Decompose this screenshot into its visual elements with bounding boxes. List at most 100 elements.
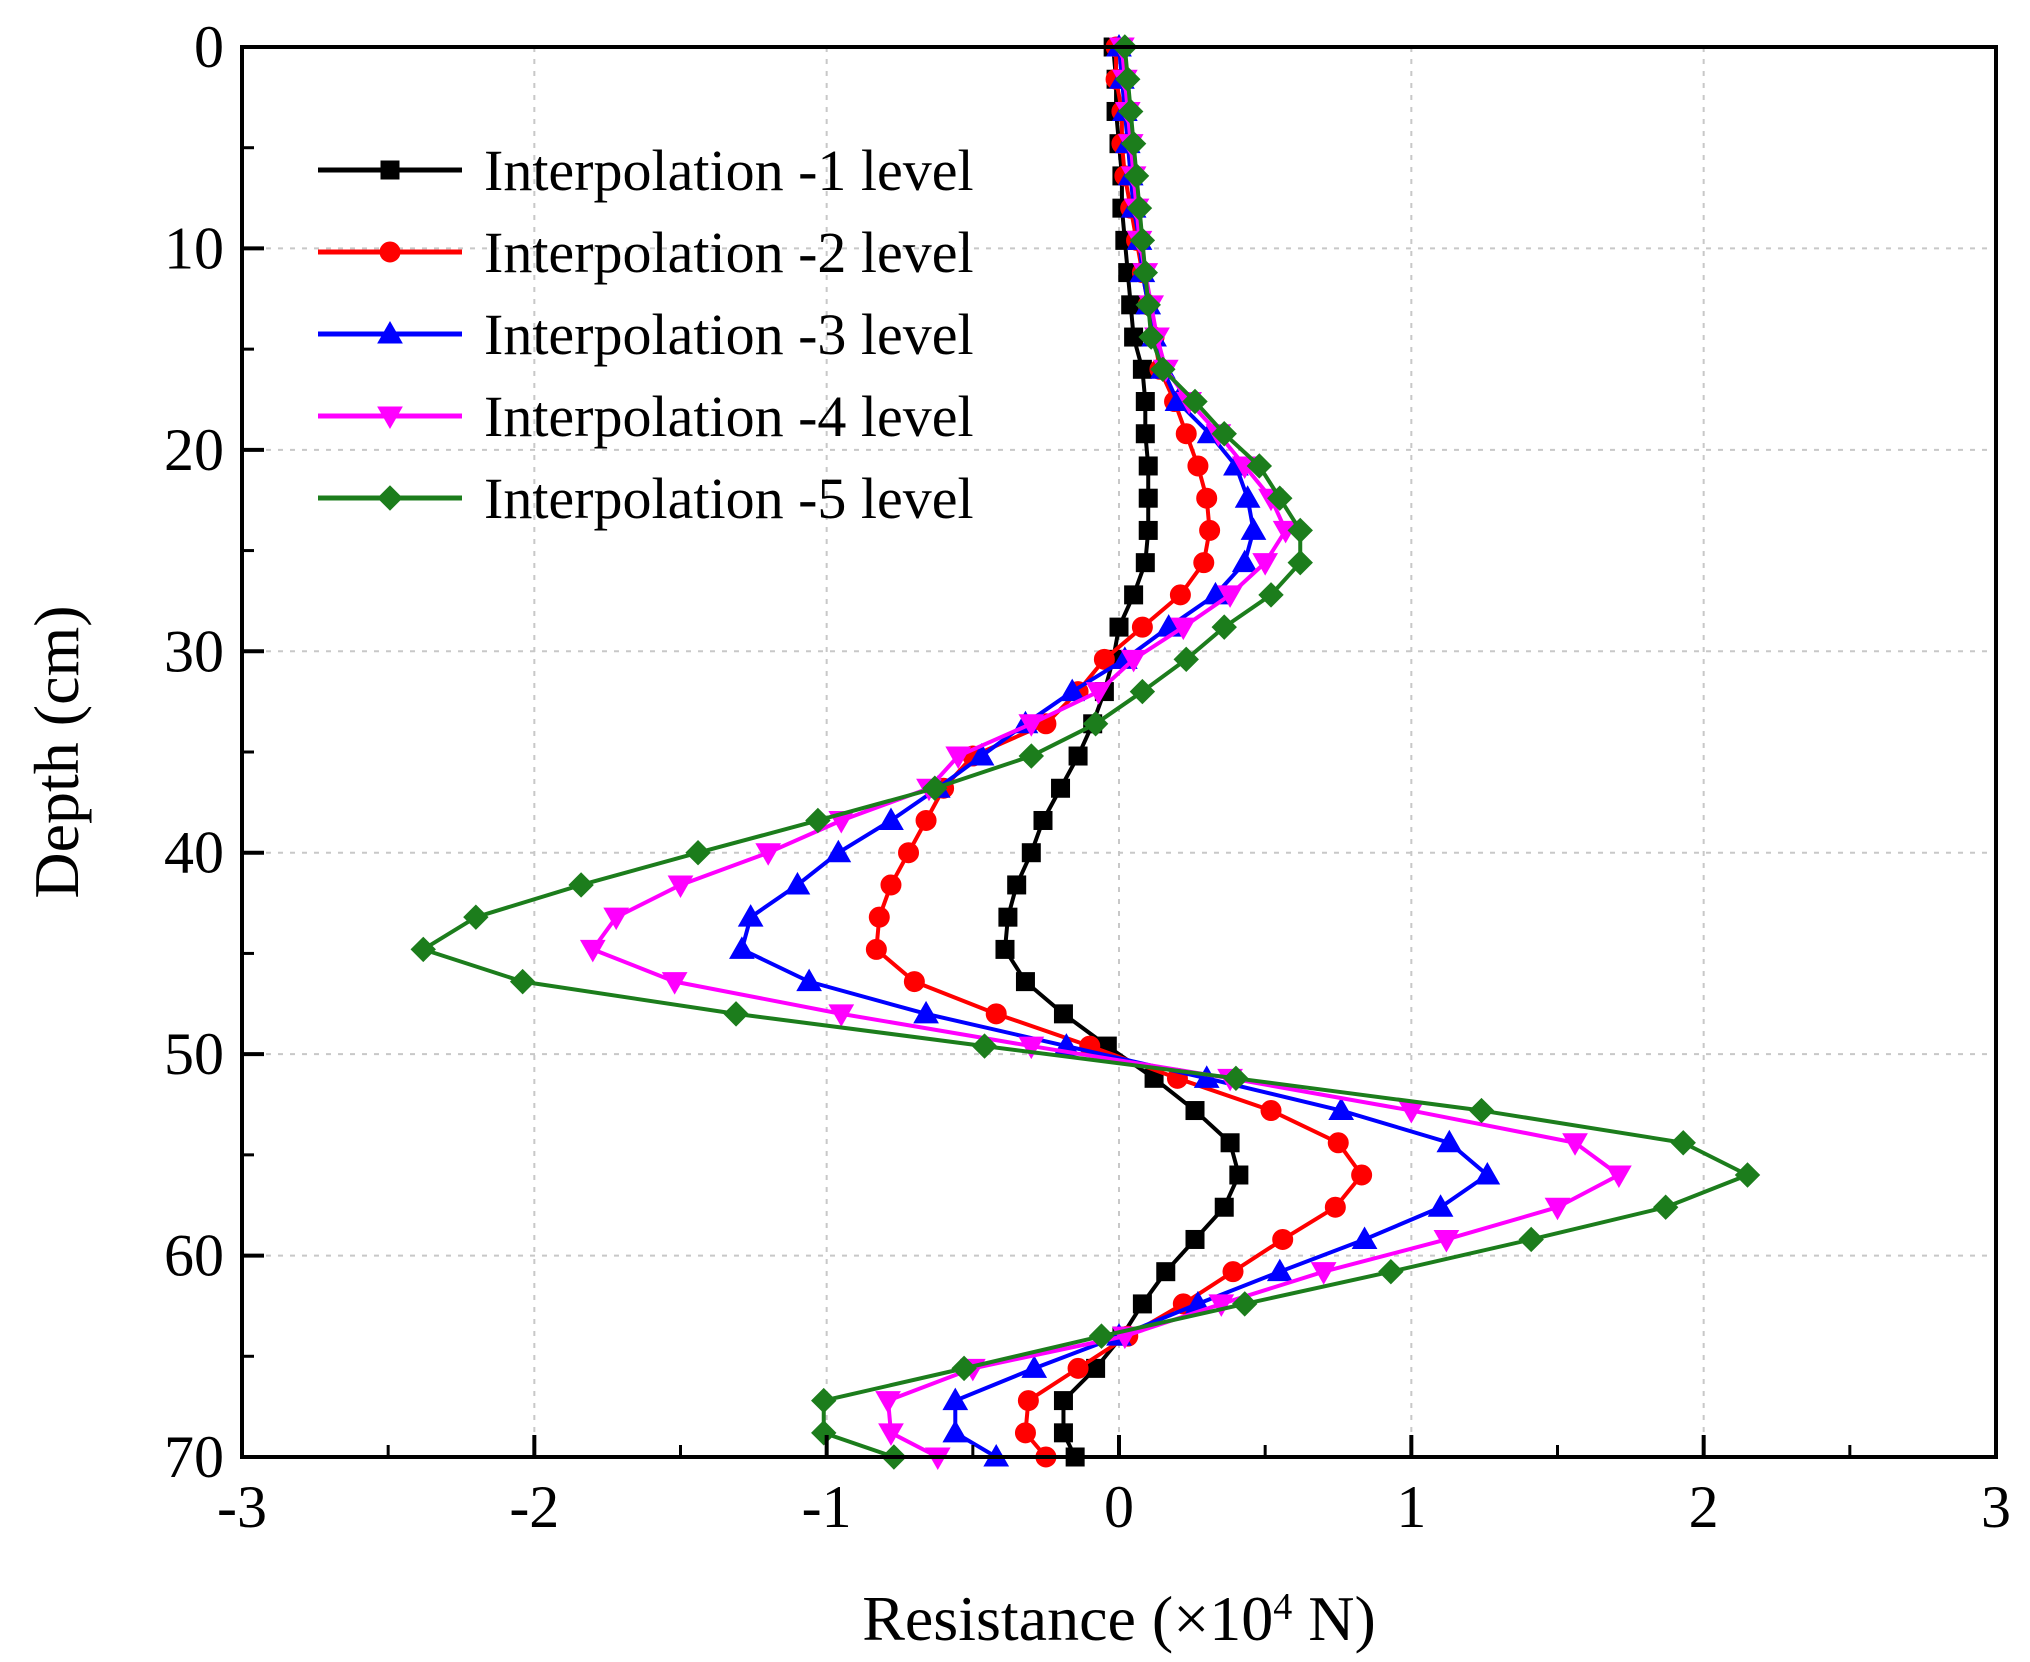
data-point	[805, 807, 831, 834]
data-point	[1014, 1422, 1036, 1444]
data-point	[1193, 552, 1215, 574]
y-tick-label: 70	[164, 1424, 224, 1490]
data-point	[1518, 1226, 1544, 1253]
data-point	[1085, 682, 1112, 705]
legend-entry: Interpolation -5 level	[318, 466, 974, 531]
data-point	[1222, 1261, 1244, 1283]
data-point	[410, 936, 436, 963]
legend-swatch-marker	[377, 320, 403, 344]
data-point	[1007, 875, 1027, 895]
data-point	[1053, 1391, 1073, 1411]
data-point	[1246, 453, 1273, 479]
data-point	[1231, 549, 1258, 573]
data-point	[1211, 421, 1237, 447]
data-point	[1138, 520, 1158, 540]
data-point	[913, 1000, 939, 1024]
data-point	[1252, 553, 1279, 576]
legend-label: Interpolation -1 level	[484, 138, 974, 203]
legend: Interpolation -1 level Interpolation -2 l…	[318, 138, 974, 531]
data-point	[1175, 423, 1197, 445]
data-point	[1135, 292, 1161, 318]
data-point	[1088, 1323, 1115, 1349]
x-tick-label: 0	[1104, 1474, 1134, 1540]
data-point	[811, 1420, 837, 1446]
data-point	[1053, 1423, 1073, 1443]
data-point	[1240, 517, 1267, 540]
data-point	[1734, 1162, 1761, 1188]
data-point	[995, 939, 1015, 959]
data-point	[903, 971, 925, 993]
data-point	[878, 807, 904, 830]
data-point	[1272, 1228, 1294, 1250]
data-point	[1544, 1197, 1571, 1221]
data-point	[1059, 678, 1086, 702]
legend-swatch-marker	[377, 406, 403, 430]
legend-label: Interpolation -3 level	[484, 302, 974, 367]
series-5	[410, 34, 1761, 1470]
data-point	[1135, 424, 1155, 444]
x-axis-title: Resistance (×104 N)	[862, 1583, 1376, 1654]
data-point	[1109, 617, 1129, 637]
data-point	[880, 874, 902, 896]
data-point	[1185, 1101, 1205, 1121]
data-point	[1217, 585, 1243, 608]
data-point	[1214, 1197, 1234, 1217]
data-point	[1126, 195, 1153, 221]
y-tick-label: 30	[164, 618, 224, 684]
legend-entry: Interpolation -2 level	[318, 220, 974, 285]
data-point	[1185, 1229, 1205, 1249]
data-point	[729, 936, 755, 959]
x-tick-label: -3	[217, 1474, 267, 1540]
data-point	[1433, 1229, 1460, 1253]
data-point	[1115, 66, 1141, 92]
data-point	[1124, 585, 1144, 605]
data-point	[1267, 485, 1293, 511]
data-point	[1067, 1357, 1089, 1379]
legend-swatch-marker	[377, 485, 403, 511]
data-point	[509, 968, 536, 995]
data-point	[1208, 1294, 1235, 1317]
data-point	[1131, 616, 1153, 638]
data-point	[603, 907, 630, 931]
data-point	[1051, 778, 1071, 798]
data-point	[463, 904, 489, 930]
data-point	[1123, 163, 1150, 189]
data-point	[985, 1003, 1007, 1025]
data-point	[998, 907, 1018, 927]
data-point	[828, 1004, 855, 1027]
data-point	[1053, 1004, 1073, 1024]
data-point	[1266, 1258, 1293, 1282]
data-point	[1117, 98, 1144, 125]
x-tick-label: 3	[1981, 1474, 2011, 1540]
data-point	[784, 871, 811, 895]
data-point	[796, 968, 822, 992]
data-point	[1132, 359, 1152, 379]
data-point	[1135, 392, 1155, 412]
series-layer	[410, 33, 1761, 1471]
legend-label: Interpolation -5 level	[484, 466, 974, 531]
data-point	[1138, 324, 1164, 350]
data-point	[865, 938, 887, 960]
data-point	[1468, 1097, 1495, 1124]
data-point	[1211, 614, 1237, 640]
x-tick-label: -2	[509, 1474, 559, 1540]
data-point	[579, 939, 606, 963]
data-point	[1287, 549, 1313, 576]
data-point	[1018, 1036, 1045, 1060]
data-point	[1082, 711, 1109, 737]
data-point	[1562, 1133, 1588, 1156]
data-point	[825, 839, 852, 863]
data-point	[1120, 649, 1147, 673]
data-point	[723, 1001, 749, 1027]
data-point	[1173, 646, 1199, 673]
data-point	[898, 842, 920, 864]
data-point	[1351, 1164, 1373, 1186]
data-point	[1287, 517, 1313, 544]
x-tick-label: -1	[802, 1474, 852, 1540]
data-point	[922, 775, 948, 801]
data-point	[1196, 487, 1218, 509]
data-point	[1187, 455, 1209, 477]
data-point	[1129, 678, 1156, 705]
data-point	[1093, 648, 1115, 670]
